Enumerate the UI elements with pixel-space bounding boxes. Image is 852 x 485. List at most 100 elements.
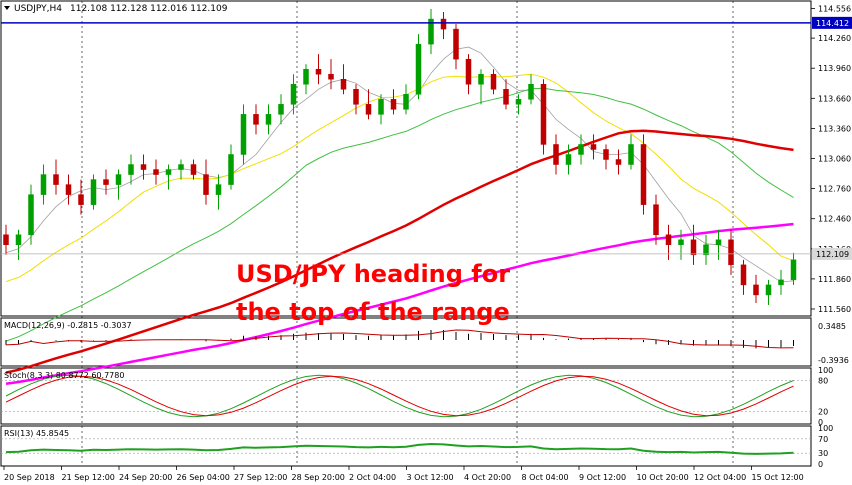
level-price-label-box <box>812 16 852 29</box>
candle-body <box>203 174 209 195</box>
rsi-tick-label: 30 <box>818 449 828 458</box>
candles <box>3 9 797 305</box>
x-tick-label: 27 Sep 12:00 <box>234 473 287 482</box>
candle-body <box>728 239 734 266</box>
y-tick-label: 111.560 <box>818 305 851 314</box>
candle-body <box>40 174 47 195</box>
sma-magenta-line <box>5 222 794 385</box>
macd-title: MACD(12,26,9) -0.2815 -0.3037 <box>4 321 132 330</box>
candle-body <box>465 58 472 85</box>
sma-red-line <box>5 129 794 374</box>
y-tick-label: 112.760 <box>818 185 851 194</box>
candle-body <box>428 18 434 45</box>
candle-body <box>453 28 459 60</box>
y-tick-label: 112.460 <box>818 215 851 224</box>
candle-body <box>303 68 309 85</box>
stoch-signal-line <box>5 375 794 417</box>
candle-body <box>128 164 134 175</box>
candle-body <box>403 94 409 110</box>
candle-body <box>478 73 484 85</box>
x-axis: 20 Sep 2018 21 Sep 12:00 24 Sep 20:00 26 Se… <box>3 466 804 482</box>
candle-body <box>328 73 334 80</box>
stoch-pane[interactable] <box>0 367 812 425</box>
y-tick-label: 113.960 <box>818 64 851 73</box>
candle-body <box>90 179 97 205</box>
current-price-label-box <box>812 247 852 260</box>
candle-body <box>253 114 259 125</box>
current-price-label: 112.109 <box>816 250 849 259</box>
candle-body <box>440 18 447 30</box>
candle-body <box>153 169 159 175</box>
candle-body <box>565 154 572 165</box>
candle-body <box>540 84 547 145</box>
candle-body <box>590 144 597 150</box>
candle-body <box>578 144 584 155</box>
x-tick-label: 4 Oct 20:00 <box>464 473 511 482</box>
candle-body <box>15 234 22 246</box>
candle-body <box>603 149 609 160</box>
candle-body <box>115 174 122 185</box>
rsi-tick-label: 70 <box>818 435 828 444</box>
candle-body <box>78 194 84 205</box>
rsi-line <box>5 442 794 455</box>
indicator-levels <box>1 380 811 454</box>
stoch-tick-label: 80 <box>818 376 828 385</box>
rsi-title: RSI(13) 45.8545 <box>4 429 69 438</box>
y-tick-label: 114.260 <box>818 34 851 43</box>
candle-body <box>390 99 397 110</box>
candle-body <box>640 144 647 205</box>
annotation-line-2: the top of the range <box>236 298 510 326</box>
candle-body <box>503 89 509 105</box>
candle-body <box>665 234 672 246</box>
x-tick-label: 20 Sep 2018 <box>4 473 55 482</box>
stoch-title: Stoch(8,3,3) 80.8772 60.7780 <box>4 371 124 380</box>
candle-body <box>490 73 497 90</box>
candle-body <box>353 89 359 105</box>
y-tick-label: 114.556 <box>818 4 851 13</box>
candle-body <box>753 284 759 296</box>
candle-body <box>790 259 797 281</box>
candle-body <box>615 159 622 165</box>
stoch-tick-label: 0 <box>818 418 823 427</box>
rsi-tick-label: 100 <box>818 424 833 433</box>
x-tick-label: 24 Sep 20:00 <box>119 473 172 482</box>
candle-body <box>340 78 347 90</box>
candle-body <box>365 104 372 115</box>
candle-body <box>740 264 747 286</box>
y-tick-label: 113.360 <box>818 124 851 133</box>
candle-body <box>628 144 634 165</box>
candle-body <box>690 239 697 256</box>
annotation-line-1: USD/JPY heading for <box>236 260 510 288</box>
x-tick-label: 10 Oct 20:00 <box>637 473 689 482</box>
candle-body <box>415 43 422 95</box>
x-tick-label: 3 Oct 12:00 <box>407 473 454 482</box>
candle-body <box>28 194 34 235</box>
x-tick-label: 15 Oct 12:00 <box>752 473 804 482</box>
candle-body <box>190 164 197 175</box>
y-tick-label: 113.060 <box>818 155 851 164</box>
stoch-main-line <box>5 374 794 418</box>
ohlc-values: 112.108 112.128 112.016 112.109 <box>70 4 228 14</box>
candle-body <box>215 184 222 195</box>
candle-body <box>378 99 384 115</box>
x-tick-label: 9 Oct 12:00 <box>579 473 626 482</box>
candle-body <box>653 204 659 235</box>
y-axis: 114.556 114.260 113.960 113.660 113.360 113.0… <box>811 4 852 469</box>
candle-body <box>715 239 722 246</box>
rsi-tick-label: 0 <box>818 460 823 469</box>
x-tick-label: 21 Sep 12:00 <box>62 473 115 482</box>
candle-body <box>678 239 684 246</box>
dropdown-arrow-icon[interactable] <box>4 6 10 10</box>
x-tick-label: 26 Sep 04:00 <box>177 473 230 482</box>
candle-body <box>228 154 234 185</box>
macd-tick-label: -0.3936 <box>818 356 849 365</box>
price-pane[interactable] <box>0 0 812 317</box>
moving-averages <box>5 46 794 385</box>
candle-body <box>53 174 59 185</box>
candle-body <box>278 104 284 115</box>
candle-body <box>240 114 247 155</box>
stoch-tick-label: 100 <box>818 366 833 375</box>
macd-pane[interactable] <box>0 317 812 367</box>
y-tick-label: 113.660 <box>818 94 851 103</box>
